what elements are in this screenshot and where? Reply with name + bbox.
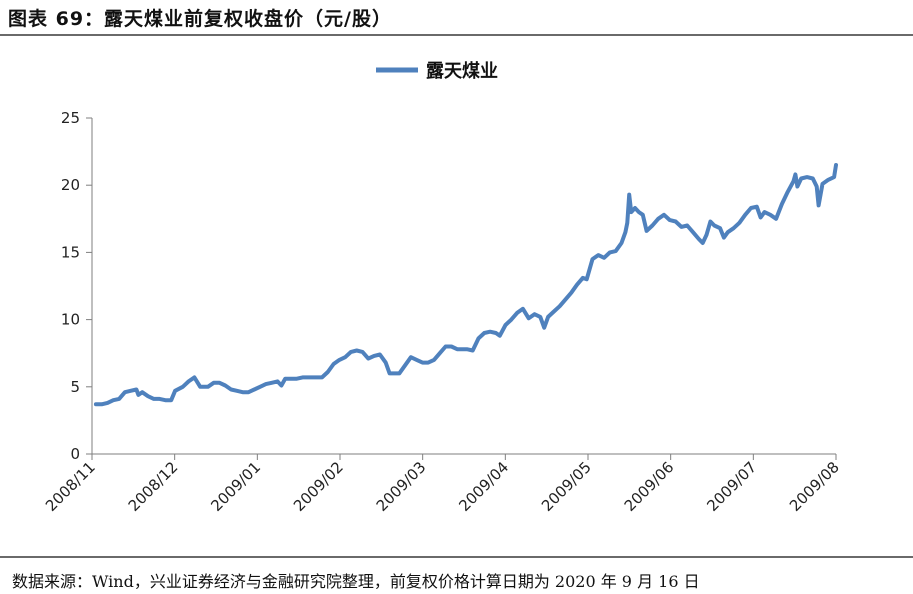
source-note: 数据来源：Wind，兴业证券经济与金融研究院整理，前复权价格计算日期为 2020… bbox=[12, 572, 700, 591]
x-tick-label: 2008/11 bbox=[42, 458, 99, 515]
x-tick-label: 2009/06 bbox=[621, 458, 678, 515]
x-tick-label: 2009/04 bbox=[455, 458, 512, 515]
y-tick-label: 20 bbox=[61, 176, 80, 194]
y-tick-label: 15 bbox=[61, 243, 80, 261]
y-tick-label: 25 bbox=[61, 109, 80, 127]
y-tick-label: 10 bbox=[61, 311, 80, 329]
x-tick-label: 2009/01 bbox=[207, 458, 264, 515]
x-tick-label: 2009/07 bbox=[703, 458, 760, 515]
y-tick-label: 0 bbox=[70, 445, 80, 463]
legend-label: 露天煤业 bbox=[426, 60, 498, 82]
title-bar: 图表 69：露天煤业前复权收盘价（元/股） bbox=[0, 0, 913, 36]
x-tick-label: 2008/12 bbox=[125, 458, 182, 515]
footer: 数据来源：Wind，兴业证券经济与金融研究院整理，前复权价格计算日期为 2020… bbox=[0, 556, 913, 591]
figure-title: 图表 69：露天煤业前复权收盘价（元/股） bbox=[8, 8, 392, 30]
x-tick-label: 2009/03 bbox=[373, 458, 430, 515]
x-tick-label: 2009/08 bbox=[786, 458, 843, 515]
x-axis: 2008/11 2008/12 2009/01 2009/02 2009/03 2009/… bbox=[42, 453, 843, 515]
y-tick-label: 5 bbox=[70, 378, 80, 396]
series-line bbox=[93, 163, 838, 407]
x-tick-label: 2009/02 bbox=[290, 458, 347, 515]
plot-area bbox=[93, 163, 838, 407]
legend: 露天煤业 bbox=[376, 60, 498, 82]
y-axis: 0 5 10 15 20 25 bbox=[61, 109, 93, 463]
x-tick-label: 2009/05 bbox=[538, 458, 595, 515]
